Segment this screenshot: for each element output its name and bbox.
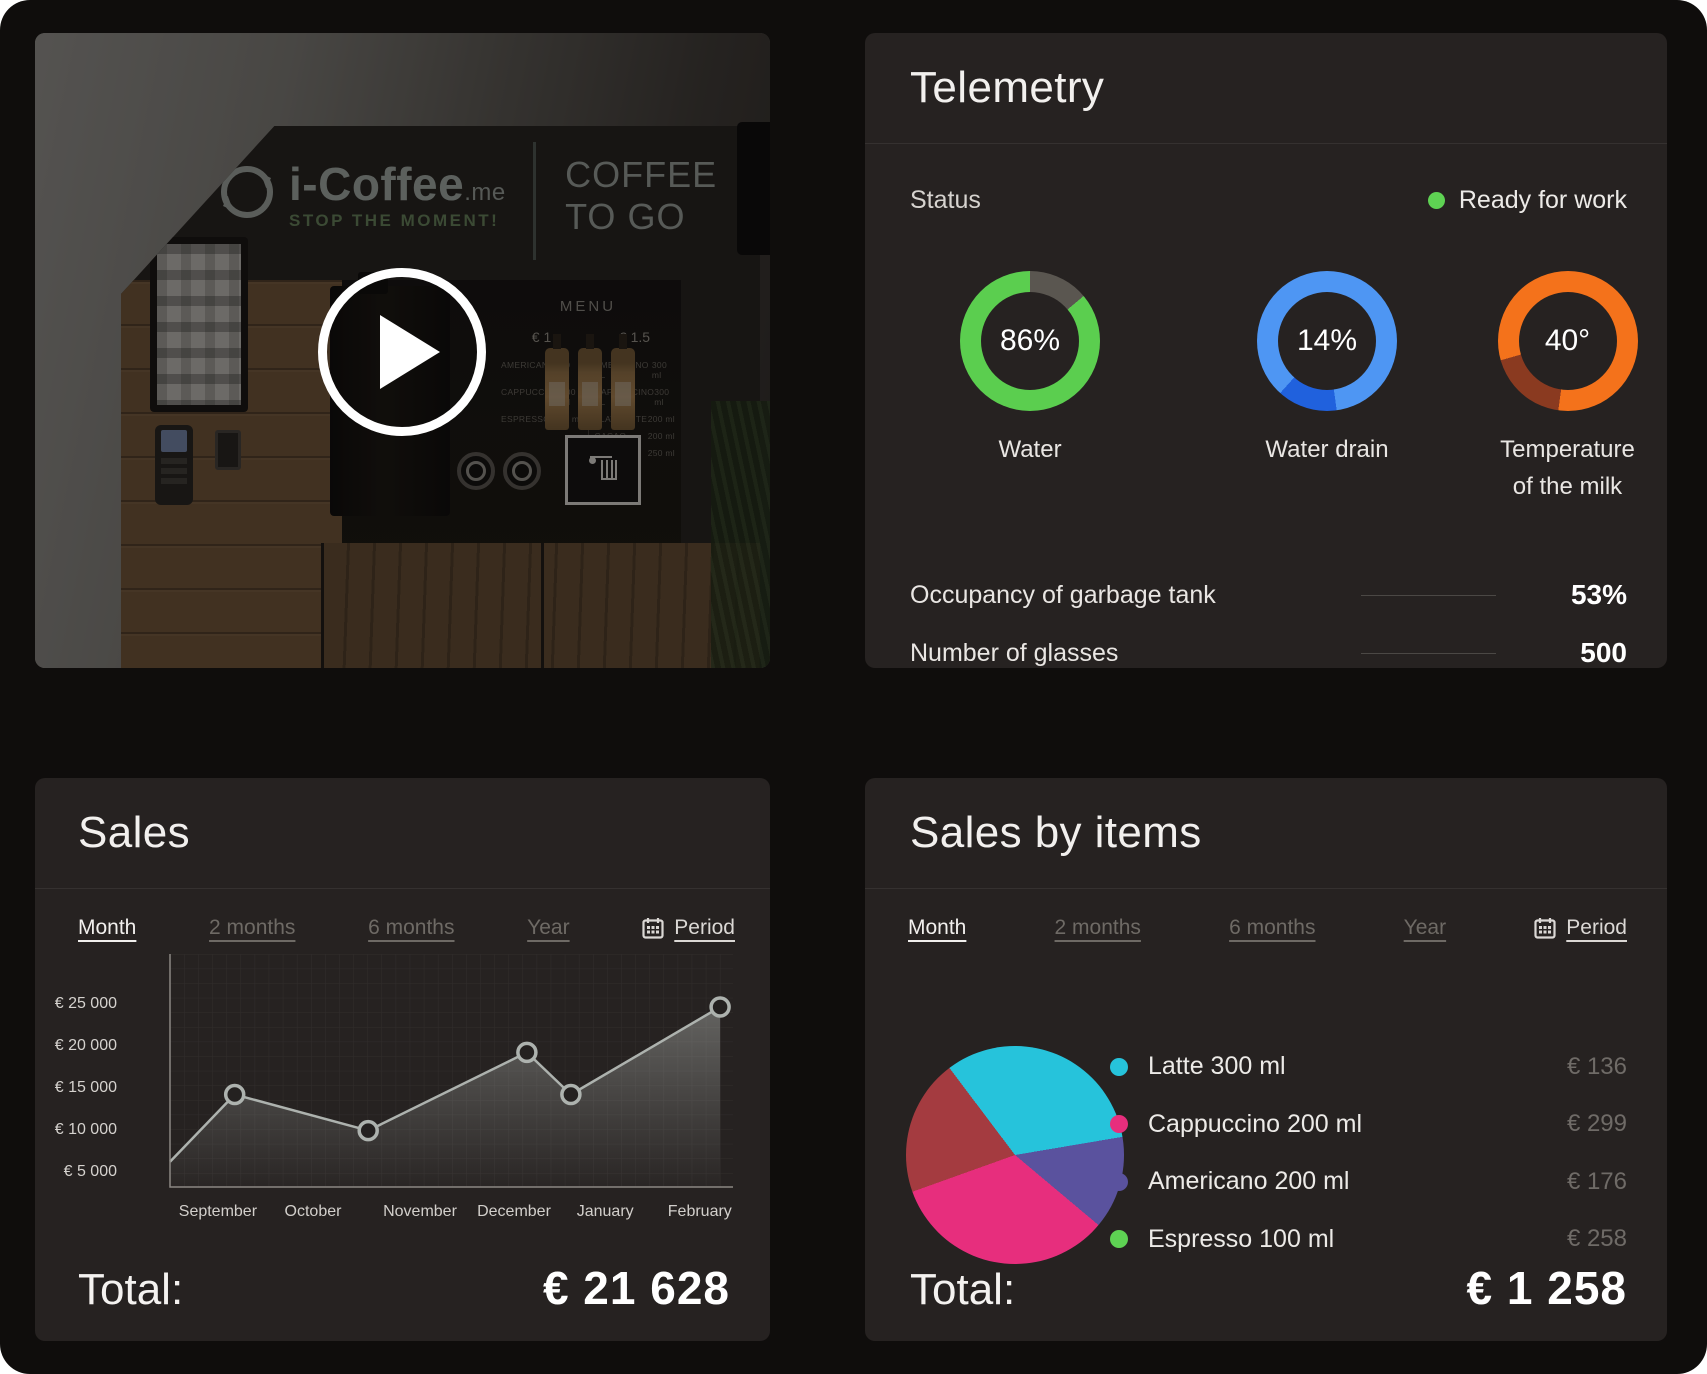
brand-logo: i-Coffee.me Stop the moment! xyxy=(212,158,506,231)
trash-sign xyxy=(565,435,641,505)
legend-row-latte: Latte 300 ml € 136 xyxy=(1110,1052,1627,1081)
speaker-right xyxy=(503,452,541,490)
sales-by-items-title: Sales by items xyxy=(910,808,1202,857)
svg-text:€ 10 000: € 10 000 xyxy=(55,1121,117,1138)
machine-header-band: i-Coffee.me Stop the moment! COFFEE TO G… xyxy=(121,126,760,280)
calendar-icon xyxy=(642,918,664,939)
milk-temperature-gauge-ring: 40° xyxy=(1497,271,1638,411)
status-label: Status xyxy=(910,186,981,214)
sales-by-items-total-value: € 1 258 xyxy=(1466,1262,1627,1314)
sales-by-items-tabs: Month 2 months 6 months Year Period xyxy=(865,916,1667,940)
water-gauge-ring: 86% xyxy=(960,271,1100,411)
svg-text:November: November xyxy=(383,1203,457,1220)
sales-line-chart: € 25 000 € 20 000 € 15 000 € 10 000 € 5 000 … xyxy=(35,954,735,1234)
tab-month[interactable]: Month xyxy=(78,916,137,939)
band-divider xyxy=(533,142,537,260)
tab-2-months[interactable]: 2 months xyxy=(1054,916,1141,939)
water-gauge-label: Water xyxy=(998,436,1062,463)
tv-screen-edge xyxy=(736,121,770,256)
sales-by-items-panel: Sales by items Month 2 months 6 months Y… xyxy=(865,778,1667,1341)
wood-cabinet-doors xyxy=(321,543,760,668)
sales-by-items-pie-chart xyxy=(906,1046,1124,1264)
milk-temperature-gauge-value: 40° xyxy=(1544,324,1591,357)
svg-text:January: January xyxy=(577,1203,634,1220)
sales-by-items-total-row: Total: € 1 258 xyxy=(865,1261,1667,1341)
play-button[interactable] xyxy=(318,268,486,436)
tab-year[interactable]: Year xyxy=(527,916,570,939)
tab-period[interactable]: Period xyxy=(1534,916,1627,940)
glasses-count-label: Number of glasses xyxy=(910,638,1119,667)
glasses-count-value: 500 xyxy=(1580,637,1627,668)
menu-title: MENU xyxy=(559,298,617,315)
water-drain-gauge: 14% Water drain xyxy=(1207,271,1447,468)
svg-text:October: October xyxy=(285,1203,343,1220)
sales-tabs: Month 2 months 6 months Year Period xyxy=(35,916,770,940)
video-player[interactable]: i-Coffee.me Stop the moment! COFFEE TO G… xyxy=(35,33,770,668)
coffee-to-go-sign: COFFEE TO GO xyxy=(565,154,718,238)
sales-title: Sales xyxy=(78,808,191,857)
sales-total-label: Total: xyxy=(78,1265,184,1314)
circular-arrows-icon xyxy=(212,166,282,218)
water-drain-gauge-value: 14% xyxy=(1296,324,1358,357)
legend-dot-espresso xyxy=(1110,1230,1128,1249)
telemetry-title: Telemetry xyxy=(910,63,1105,112)
brand-name: i-Coffee.me xyxy=(289,158,506,210)
pie-legend: Latte 300 ml € 136 Cappuccino 200 ml € 2… xyxy=(1110,1052,1627,1254)
card-reader xyxy=(215,430,241,470)
tab-year[interactable]: Year xyxy=(1403,916,1447,939)
legend-dot-americano xyxy=(1110,1172,1128,1191)
speaker-left xyxy=(457,452,495,490)
tab-6-months[interactable]: 6 months xyxy=(368,916,455,939)
water-gauge: 86% Water xyxy=(910,271,1150,468)
sales-total-value: € 21 628 xyxy=(542,1262,730,1314)
telemetry-panel: Telemetry Status Ready for work 86% Wate… xyxy=(865,33,1667,668)
water-gauge-value: 86% xyxy=(999,324,1061,357)
tab-month[interactable]: Month xyxy=(908,916,967,939)
menu-price-col1: € 1 xyxy=(531,329,552,345)
status-value: Ready for work xyxy=(1458,186,1627,214)
legend-row-cappuccino: Cappuccino 200 ml € 299 xyxy=(1110,1110,1627,1139)
calendar-icon xyxy=(1534,918,1556,939)
tab-6-months[interactable]: 6 months xyxy=(1229,916,1316,939)
syrup-bottles xyxy=(545,334,635,430)
brand-tagline: Stop the moment! xyxy=(289,211,500,231)
sales-total-row: Total: € 21 628 xyxy=(35,1261,770,1341)
milk-temperature-gauge: 40° Temperature of the milk xyxy=(1450,271,1667,505)
svg-text:€ 5 000: € 5 000 xyxy=(64,1163,117,1180)
brand-suffix: .me xyxy=(464,179,506,206)
tab-2-months[interactable]: 2 months xyxy=(209,916,296,939)
status-ok-dot-icon xyxy=(1427,192,1445,209)
play-icon xyxy=(380,315,440,389)
svg-text:December: December xyxy=(477,1203,551,1220)
legend-row-americano: Americano 200 ml € 176 xyxy=(1110,1167,1627,1196)
tab-period[interactable]: Period xyxy=(642,916,735,940)
water-drain-gauge-ring: 14% xyxy=(1257,271,1397,411)
svg-text:September: September xyxy=(179,1203,258,1220)
order-tablet xyxy=(150,237,248,412)
svg-text:€ 25 000: € 25 000 xyxy=(55,995,117,1012)
milk-temperature-gauge-label: Temperature of the milk xyxy=(1500,436,1635,501)
row-divider-line xyxy=(1361,652,1496,654)
svg-text:February: February xyxy=(668,1203,732,1220)
glasses-count-row: Number of glasses 500 xyxy=(910,633,1627,668)
status-row: Status Ready for work xyxy=(910,186,1627,215)
gauges-row: 86% Water 14% Water drain 40° Temperatur… xyxy=(910,271,1638,531)
row-divider-line xyxy=(1361,594,1496,596)
garbage-tank-label: Occupancy of garbage tank xyxy=(910,580,1216,609)
sales-panel: Sales Month 2 months 6 months Year Perio… xyxy=(35,778,770,1341)
legend-dot-latte xyxy=(1110,1057,1128,1076)
sales-by-items-total-label: Total: xyxy=(910,1265,1016,1314)
water-drain-gauge-label: Water drain xyxy=(1265,436,1389,463)
garbage-tank-row: Occupancy of garbage tank 53% xyxy=(910,575,1627,615)
svg-text:€ 20 000: € 20 000 xyxy=(55,1037,117,1054)
garbage-tank-value: 53% xyxy=(1570,579,1627,610)
legend-row-espresso: Espresso 100 ml € 258 xyxy=(1110,1225,1627,1254)
payment-terminal xyxy=(155,425,193,505)
plant xyxy=(711,401,770,668)
svg-text:€ 15 000: € 15 000 xyxy=(55,1079,117,1096)
legend-dot-cappuccino xyxy=(1110,1115,1128,1134)
